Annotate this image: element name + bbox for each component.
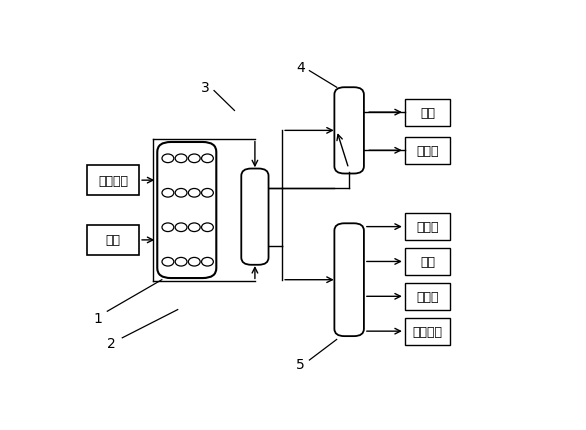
Text: 二氯甲烷: 二氯甲烷 [413, 325, 442, 338]
Bar [405, 99, 450, 126]
Text: 5: 5 [296, 357, 305, 372]
Bar [405, 283, 450, 310]
Text: 氯乙烯: 氯乙烯 [416, 221, 439, 233]
Text: 2: 2 [107, 336, 116, 350]
FancyBboxPatch shape [157, 143, 216, 278]
Text: 氯化氢: 氯化氢 [416, 144, 439, 157]
Text: 氢气: 氢气 [420, 106, 435, 120]
Bar [87, 225, 139, 255]
Text: 二氯甲烷: 二氯甲烷 [98, 174, 128, 187]
Circle shape [188, 155, 200, 163]
FancyBboxPatch shape [335, 88, 364, 174]
Circle shape [202, 155, 213, 163]
Circle shape [188, 189, 200, 198]
Circle shape [175, 189, 187, 198]
Circle shape [162, 258, 174, 267]
FancyBboxPatch shape [335, 224, 364, 336]
Text: 乙烯: 乙烯 [420, 255, 435, 268]
Circle shape [202, 189, 213, 198]
Circle shape [188, 224, 200, 232]
Bar [405, 137, 450, 165]
Bar [405, 318, 450, 345]
Circle shape [202, 224, 213, 232]
Bar [405, 214, 450, 241]
Circle shape [175, 258, 187, 267]
Circle shape [188, 258, 200, 267]
Text: 氢气: 氢气 [105, 234, 121, 247]
Bar [87, 166, 139, 196]
Text: 氯甲烷: 氯甲烷 [416, 290, 439, 303]
Circle shape [162, 155, 174, 163]
FancyBboxPatch shape [241, 169, 268, 265]
Bar [405, 248, 450, 276]
Text: 3: 3 [200, 81, 209, 95]
Circle shape [162, 224, 174, 232]
Circle shape [162, 189, 174, 198]
Text: 4: 4 [296, 61, 305, 75]
Circle shape [175, 155, 187, 163]
Circle shape [202, 258, 213, 267]
Circle shape [175, 224, 187, 232]
Text: 1: 1 [94, 311, 103, 325]
